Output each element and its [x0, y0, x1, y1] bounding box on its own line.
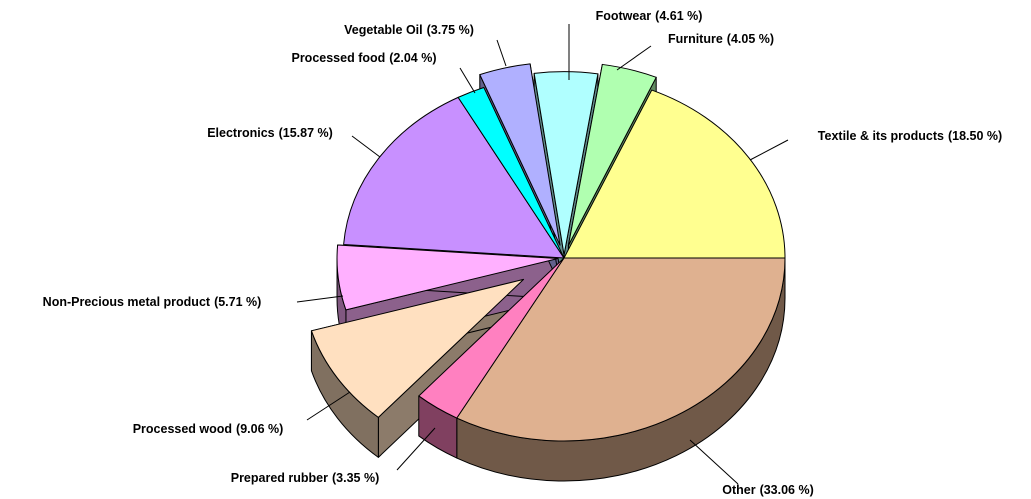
label-value: (3.35 %) — [332, 471, 379, 485]
leader-line — [496, 39, 507, 67]
leader-line — [616, 45, 652, 71]
label-name: Other — [722, 483, 755, 497]
leader-line — [689, 439, 739, 485]
data-label: Furniture (4.05 %) — [668, 32, 774, 46]
leader-line — [296, 295, 344, 303]
label-name: Footwear — [596, 9, 652, 23]
leader-line — [396, 427, 436, 471]
slice — [567, 63, 657, 246]
slice — [457, 86, 565, 259]
label-value: (5.71 %) — [214, 295, 261, 309]
data-label: Vegetable Oil (3.75 %) — [344, 23, 474, 37]
leader-line — [306, 391, 351, 421]
leader-line — [459, 67, 476, 94]
label-value: (33.06 %) — [760, 483, 814, 497]
label-value: (9.06 %) — [236, 422, 283, 436]
leader-line — [749, 139, 789, 161]
slice — [343, 96, 565, 259]
label-value: (2.04 %) — [389, 51, 436, 65]
data-label: Other (33.06 %) — [722, 483, 814, 497]
slice — [336, 244, 559, 311]
label-name: Non-Precious metal product — [43, 295, 211, 309]
data-label: Footwear (4.61 %) — [596, 9, 703, 23]
label-value: (4.05 %) — [727, 32, 774, 46]
slice — [310, 278, 525, 418]
label-name: Textile & its products — [818, 129, 944, 143]
label-name: Prepared rubber — [231, 471, 328, 485]
data-label: Processed food (2.04 %) — [291, 51, 436, 65]
data-label: Textile & its products (18.50 %) — [818, 129, 1002, 143]
slice — [533, 71, 599, 256]
label-name: Electronics — [207, 126, 274, 140]
slice — [563, 89, 786, 259]
label-name: Processed wood — [133, 422, 232, 436]
label-value: (18.50 %) — [948, 129, 1002, 143]
label-name: Furniture — [668, 32, 723, 46]
data-label: Processed wood (9.06 %) — [133, 422, 284, 436]
data-label: Prepared rubber (3.35 %) — [231, 471, 380, 485]
label-value: (3.75 %) — [427, 23, 474, 37]
slice — [418, 257, 565, 419]
label-name: Processed food — [291, 51, 385, 65]
slice — [456, 257, 786, 442]
label-name: Vegetable Oil — [344, 23, 423, 37]
slice — [479, 63, 561, 246]
data-label: Non-Precious metal product (5.71 %) — [43, 295, 262, 309]
label-value: (4.61 %) — [655, 9, 702, 23]
leader-line — [351, 135, 381, 158]
data-label: Electronics (15.87 %) — [207, 126, 333, 140]
label-value: (15.87 %) — [279, 126, 333, 140]
